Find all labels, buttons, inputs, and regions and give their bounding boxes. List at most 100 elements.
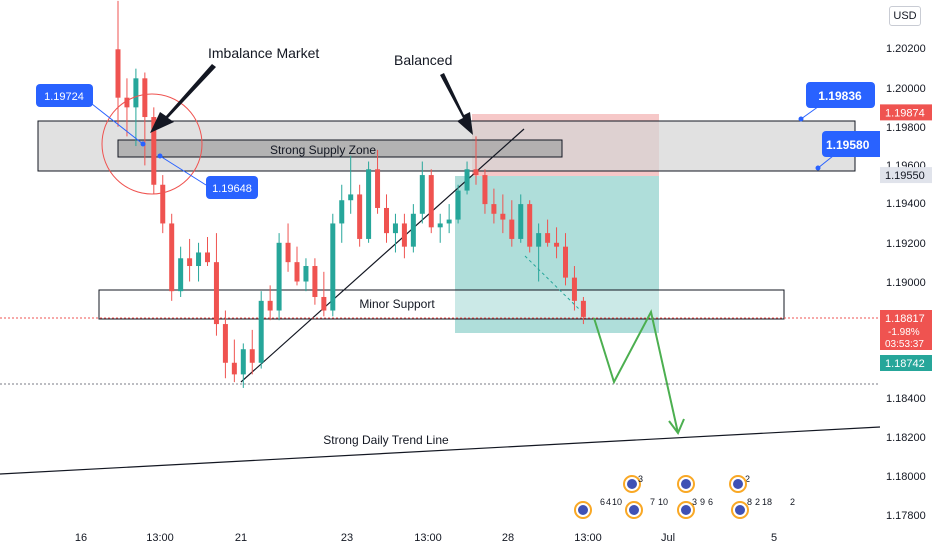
candle-body[interactable] [151,117,157,185]
candles-layer [115,0,586,388]
event-count-text: 3 [638,474,643,484]
price-tick-label: 1.18400 [886,393,926,405]
candle-body[interactable] [267,300,273,311]
candle-body[interactable] [482,175,488,205]
candle-body[interactable] [169,223,175,292]
tag-right-2-text: 1.19580 [826,138,870,152]
price-label-text: 1.19874 [885,107,925,119]
candle-body[interactable] [366,169,372,239]
candle-body[interactable] [285,242,291,263]
flag-icon [681,479,691,489]
candle-body[interactable] [473,169,479,176]
time-axis-bg [0,523,880,550]
candle-body[interactable] [571,277,577,301]
candle-body[interactable] [491,204,497,214]
candle-body[interactable] [142,78,148,118]
candle-body[interactable] [446,219,452,224]
supply-zone-inner[interactable] [117,139,563,158]
tag-right-1-box[interactable] [806,82,875,108]
candle-body[interactable] [303,266,309,282]
candle-body[interactable] [348,194,354,201]
tag-right-2-box[interactable] [822,131,884,157]
tag-high-dot [140,141,146,147]
candle-body[interactable] [205,252,210,263]
flag-icon [735,505,745,515]
candle-body[interactable] [545,233,551,243]
candle-body[interactable] [258,300,264,363]
candle-body[interactable] [124,97,130,108]
event-count-text: 7 [650,497,655,507]
candle-body[interactable] [294,262,300,282]
tag-low-connector [159,155,207,186]
time-tick-label: 16 [75,532,87,544]
candle-body[interactable] [312,266,318,297]
minor-support-label: Minor Support [359,297,435,311]
candle-body[interactable] [133,78,139,108]
tag-high-text: 1.19724 [44,91,84,103]
candle-body[interactable] [437,223,443,228]
candle-body[interactable] [554,242,560,247]
price-label-box [880,310,932,350]
candle-body[interactable] [410,213,416,247]
daily-trend-line[interactable] [0,426,881,475]
flag-icon [733,479,743,489]
candle-body[interactable] [240,349,246,375]
event-count-text: 3 [692,497,697,507]
event-count-text: 6 [708,497,713,507]
minor-support-zone[interactable] [98,289,785,320]
candle-body[interactable] [222,324,228,363]
candle-body[interactable] [419,175,425,214]
price-label-text: 1.19550 [885,170,925,182]
candle-body[interactable] [455,190,461,220]
time-axis[interactable]: 16 13:00 21 23 13:00 28 13:00 Jul 5 [75,532,777,544]
time-tick-label: Jul [661,532,675,544]
flag-icon [681,505,691,515]
candle-body[interactable] [115,49,121,98]
flag-icon [629,505,639,515]
price-label-text: 1.18817 [885,313,925,325]
candle-body[interactable] [401,223,407,247]
tag-low-box[interactable] [206,176,258,199]
candle-body[interactable] [330,223,336,311]
candle-body[interactable] [428,175,434,228]
price-tick-label: 1.19000 [886,277,926,289]
candle-body[interactable] [375,169,381,208]
candle-body[interactable] [464,169,470,191]
projection-path[interactable] [593,309,679,434]
imbalance-arrow [150,64,216,133]
candle-body[interactable] [213,262,219,325]
candle-body[interactable] [536,233,542,247]
candle-body[interactable] [187,258,193,267]
candle-body[interactable] [276,242,282,311]
event-count-text: 8 [747,497,752,507]
candle-body[interactable] [500,213,506,220]
price-change-text: -1.98% [888,327,920,338]
candle-body[interactable] [509,219,515,239]
price-axis[interactable]: 1.202001.200001.198001.196001.194001.192… [880,43,932,522]
candle-body[interactable] [231,362,237,375]
candle-body[interactable] [384,207,389,234]
candle-body[interactable] [178,258,184,292]
candle-body[interactable] [339,200,345,224]
candle-body[interactable] [580,300,586,317]
candle-body[interactable] [527,204,533,247]
balanced-arrow [440,73,473,135]
tag-high-box[interactable] [36,84,93,107]
supply-zone-label: Strong Supply Zone [270,143,376,157]
candle-body[interactable] [563,246,568,278]
candle-body[interactable] [321,296,327,311]
currency-button[interactable]: USD [889,6,921,26]
candle-body[interactable] [518,204,524,239]
candle-body[interactable] [357,194,363,239]
tag-right-1-dot [798,116,804,122]
candle-body[interactable] [249,349,255,363]
tag-right-1-text: 1.19836 [818,89,862,103]
candle-body[interactable] [392,223,398,234]
event-count-text: 18 [762,497,772,507]
candle-body[interactable] [160,184,166,224]
time-tick-label: 13:00 [414,532,442,544]
imbalance-circle[interactable] [101,93,203,195]
candle-body[interactable] [196,252,202,267]
